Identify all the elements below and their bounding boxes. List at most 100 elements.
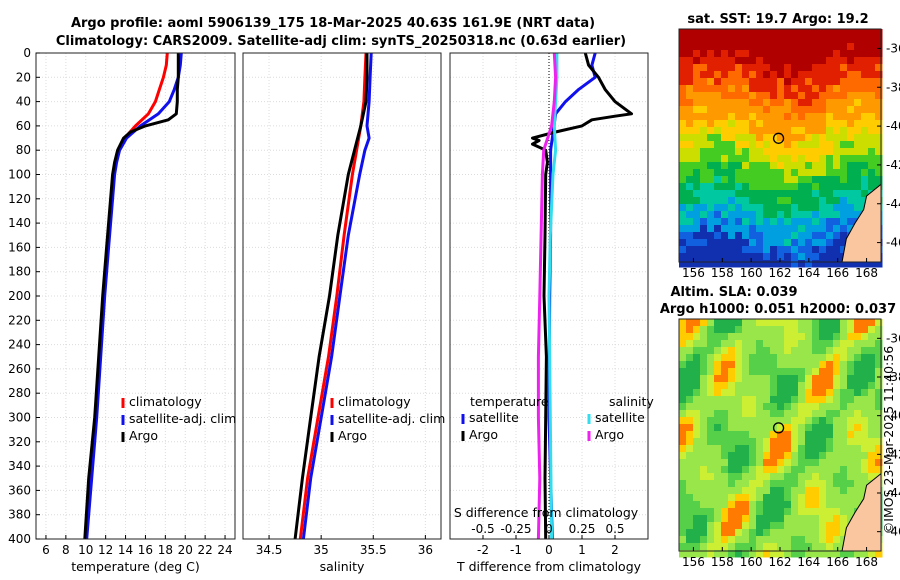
map-pixel	[833, 155, 841, 163]
y-tick-label: -42	[886, 447, 900, 461]
map-pixel	[749, 326, 757, 334]
map-pixel	[847, 550, 855, 558]
map-pixel	[693, 232, 701, 240]
map-pixel	[707, 169, 715, 177]
legend-label: Argo	[469, 427, 498, 442]
series-line-argo	[293, 53, 369, 540]
map-pixel	[679, 445, 687, 453]
map-pixel	[721, 494, 729, 502]
map-pixel	[742, 85, 750, 93]
map-pixel	[714, 197, 722, 205]
map-pixel	[847, 85, 855, 93]
map-pixel	[798, 417, 806, 425]
map-pixel	[805, 501, 813, 509]
map-pixel	[693, 494, 701, 502]
map-pixel	[714, 155, 722, 163]
map-pixel	[847, 340, 855, 348]
map-pixel	[770, 176, 778, 184]
map-pixel	[714, 113, 722, 121]
map-pixel	[693, 529, 701, 537]
map-pixel	[707, 368, 715, 376]
map-pixel	[861, 183, 869, 191]
map-pixel	[826, 204, 834, 212]
map-pixel	[707, 148, 715, 156]
title-line-1: Argo profile: aoml 5906139_175 18-Mar-20…	[71, 16, 595, 31]
map-pixel	[770, 382, 778, 390]
map-pixel	[721, 71, 729, 79]
map-pixel	[868, 260, 876, 268]
map-pixel	[833, 466, 841, 474]
map-pixel	[770, 169, 778, 177]
map-pixel	[763, 162, 771, 170]
map-pixel	[721, 403, 729, 411]
map-pixel	[784, 347, 792, 355]
map-pixel	[798, 319, 806, 327]
map-pixel	[721, 431, 729, 439]
map-pixel	[819, 176, 827, 184]
map-pixel	[812, 487, 820, 495]
map-pixel	[707, 155, 715, 163]
s-tick-label: -0.5	[471, 522, 494, 536]
map-pixel	[714, 57, 722, 65]
map-pixel	[735, 319, 743, 327]
map-pixel	[875, 260, 883, 268]
map-pixel	[833, 543, 841, 551]
map-pixel	[798, 424, 806, 432]
map-pixel	[700, 71, 708, 79]
map-pixel	[686, 417, 694, 425]
map-pixel	[693, 480, 701, 488]
map-pixel	[763, 494, 771, 502]
map-pixel	[693, 71, 701, 79]
map-pixel	[798, 487, 806, 495]
map-pixel	[840, 29, 848, 37]
map-pixel	[798, 501, 806, 509]
map-pixel	[840, 204, 848, 212]
map-pixel	[742, 326, 750, 334]
map-pixel	[812, 29, 820, 37]
map-pixel	[686, 225, 694, 233]
map-pixel	[735, 466, 743, 474]
map-pixel	[714, 452, 722, 460]
map-pixel	[791, 218, 799, 226]
map-pixel	[819, 543, 827, 551]
map-pixel	[784, 64, 792, 72]
map-pixel	[693, 85, 701, 93]
map-pixel	[679, 354, 687, 362]
map-pixel	[805, 246, 813, 254]
map-pixel	[868, 403, 876, 411]
map-pixel	[777, 382, 785, 390]
map-pixel	[812, 438, 820, 446]
map-pixel	[812, 424, 820, 432]
map-pixel	[833, 459, 841, 467]
map-pixel	[756, 232, 764, 240]
map-pixel	[784, 162, 792, 170]
map-pixel	[847, 375, 855, 383]
s-tick-label: 0.5	[605, 522, 624, 536]
map-pixel	[700, 543, 708, 551]
map-pixel	[833, 326, 841, 334]
map-pixel	[826, 438, 834, 446]
map-pixel	[784, 417, 792, 425]
map-pixel	[756, 211, 764, 219]
map-pixel	[756, 183, 764, 191]
map-pixel	[833, 253, 841, 261]
map-pixel	[840, 155, 848, 163]
map-pixel	[700, 148, 708, 156]
map-pixel	[700, 218, 708, 226]
map-pixel	[721, 466, 729, 474]
map-pixel	[749, 141, 757, 149]
map-pixel	[875, 396, 883, 404]
map-pixel	[714, 64, 722, 72]
map-pixel	[777, 319, 785, 327]
x-tick-label: 20	[178, 543, 193, 557]
map-pixel	[686, 445, 694, 453]
map-pixel	[777, 43, 785, 51]
map-pixel	[805, 148, 813, 156]
map-pixel	[693, 43, 701, 51]
x-tick-label: 10	[78, 543, 93, 557]
map-pixel	[756, 494, 764, 502]
map-pixel	[700, 333, 708, 341]
map-pixel	[707, 106, 715, 114]
map-pixel	[700, 375, 708, 383]
map-pixel	[784, 431, 792, 439]
